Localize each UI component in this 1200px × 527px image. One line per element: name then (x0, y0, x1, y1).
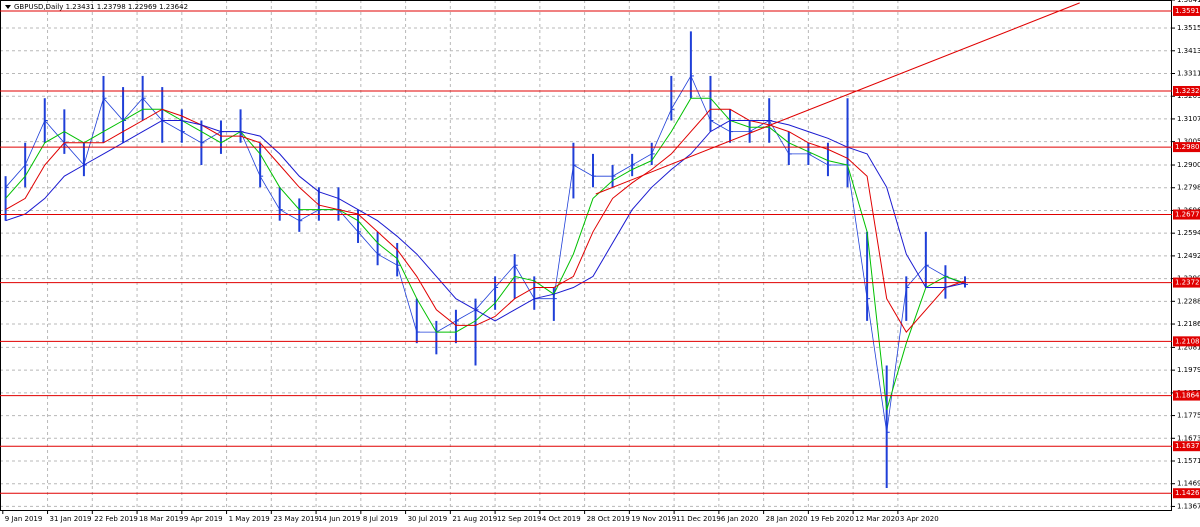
y-tick-label: 1.33110 (1177, 69, 1200, 77)
level-label-box (1173, 336, 1200, 347)
level-label-box (1173, 85, 1200, 96)
level-label: 1.32324 (1175, 87, 1200, 95)
y-tick-label: 1.30050 (1177, 138, 1200, 146)
moving-average (5, 120, 966, 322)
y-tick-label: 1.34130 (1177, 47, 1200, 55)
trend-line (595, 2, 1080, 195)
level-label: 1.35918 (1175, 7, 1200, 15)
level-label-box (1173, 277, 1200, 288)
y-tick-label: 1.24920 (1177, 252, 1200, 260)
x-tick-label: 1 May 2019 (229, 515, 270, 523)
x-tick-label: 28 Jan 2020 (766, 515, 808, 523)
level-label: 1.29805 (1175, 143, 1200, 151)
y-tick-label: 1.31070 (1177, 115, 1200, 123)
y-tick-label: 1.27980 (1177, 184, 1200, 192)
y-tick-label: 1.13670 (1177, 502, 1200, 510)
level-label-box (1173, 488, 1200, 499)
y-tick-label: 1.20810 (1177, 343, 1200, 351)
y-tick-label: 1.25940 (1177, 229, 1200, 237)
y-tick-label: 1.17750 (1177, 412, 1200, 420)
y-tick-label: 1.35150 (1177, 24, 1200, 32)
x-tick-label: 28 Oct 2019 (587, 515, 630, 523)
level-label-box (1173, 209, 1200, 220)
level-label: 1.26777 (1175, 211, 1200, 219)
x-tick-label: 18 Mar 2019 (139, 515, 183, 523)
level-label: 1.21083 (1175, 337, 1200, 345)
level-label: 1.18648 (1175, 392, 1200, 400)
y-tick-label: 1.19790 (1177, 366, 1200, 374)
x-tick-label: 12 Sep 2019 (497, 515, 541, 523)
x-tick-label: 31 Jan 2019 (50, 515, 92, 523)
x-tick-label: 21 Aug 2019 (452, 515, 497, 523)
x-tick-label: 23 May 2019 (273, 515, 319, 523)
moving-average (5, 97, 966, 411)
x-tick-label: 30 Jul 2019 (408, 515, 448, 523)
y-tick-label: 1.14690 (1177, 480, 1200, 488)
menu-icon (5, 5, 11, 9)
x-tick-label: 4 Oct 2019 (542, 515, 581, 523)
chart-title: GBPUSD,Daily 1.23431 1.23798 1.22969 1.2… (14, 3, 188, 11)
x-tick-label: 14 Jun 2019 (318, 515, 360, 523)
y-tick-label: 1.29000 (1177, 161, 1200, 169)
x-tick-label: 9 Jan 2019 (5, 515, 43, 523)
x-tick-label: 22 Feb 2019 (94, 515, 138, 523)
x-tick-label: 12 Mar 2020 (855, 515, 899, 523)
moving-average (5, 108, 966, 333)
level-label-box (1173, 5, 1200, 16)
y-tick-label: 1.36410 (1177, 0, 1200, 4)
x-tick-label: 8 Jul 2019 (363, 515, 398, 523)
level-label: 1.14263 (1175, 489, 1200, 497)
x-tick-label: 6 Jan 2020 (721, 515, 759, 523)
level-label: 1.23722 (1175, 279, 1200, 287)
y-tick-label: 1.16730 (1177, 434, 1200, 442)
y-tick-label: 1.32090 (1177, 92, 1200, 100)
x-tick-label: 19 Feb 2020 (810, 515, 854, 523)
y-tick-label: 1.21860 (1177, 320, 1200, 328)
y-tick-label: 1.15710 (1177, 457, 1200, 465)
x-tick-label: 19 Nov 2019 (631, 515, 676, 523)
close-line (5, 75, 966, 433)
level-label-box (1173, 441, 1200, 452)
level-label-box (1173, 142, 1200, 153)
x-tick-label: 9 Apr 2019 (184, 515, 223, 523)
x-tick-label: 11 Dec 2019 (676, 515, 721, 523)
level-label-box (1173, 390, 1200, 401)
y-tick-label: 1.22880 (1177, 297, 1200, 305)
plot-frame (0, 0, 1172, 511)
x-tick-label: 3 Apr 2020 (900, 515, 939, 523)
level-label: 1.16375 (1175, 442, 1200, 450)
